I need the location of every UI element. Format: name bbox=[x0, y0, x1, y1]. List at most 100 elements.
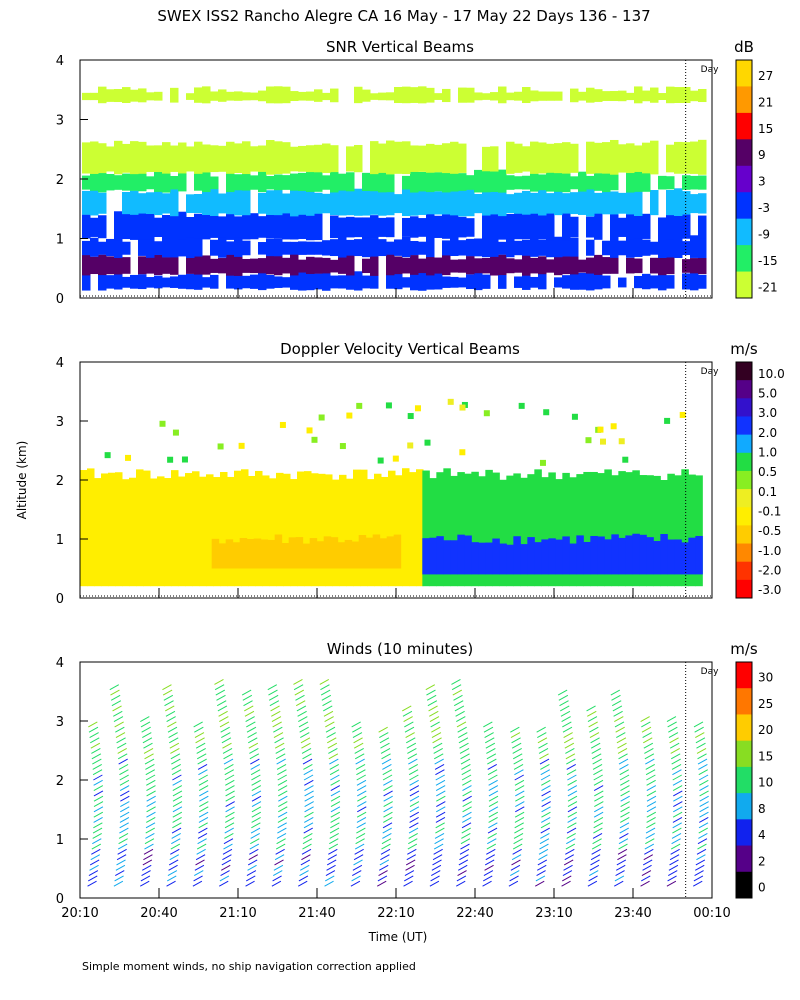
heatmap-cell bbox=[194, 173, 203, 191]
heatmap-cell bbox=[106, 174, 115, 191]
heatmap-cell bbox=[498, 274, 507, 289]
wind-barb bbox=[113, 880, 124, 887]
wind-barb bbox=[250, 827, 261, 834]
wind-barb bbox=[586, 705, 596, 712]
wind-barb bbox=[91, 748, 101, 754]
heatmap-cell bbox=[418, 218, 427, 237]
heatmap-cell bbox=[474, 272, 483, 291]
heatmap-cell bbox=[474, 92, 483, 101]
heatmap-cell bbox=[578, 272, 587, 290]
wind-barb bbox=[699, 795, 709, 802]
wind-barb bbox=[225, 779, 235, 786]
colorbar-label: 4 bbox=[758, 828, 766, 842]
heatmap-cell bbox=[104, 452, 111, 459]
heatmap-cell bbox=[298, 91, 307, 101]
colorbar-segment bbox=[736, 766, 752, 794]
wind-barb bbox=[327, 742, 338, 749]
heatmap-cell bbox=[274, 254, 283, 276]
heatmap-cell bbox=[386, 217, 395, 238]
heatmap-cell bbox=[98, 271, 107, 291]
wind-barb bbox=[224, 832, 234, 839]
wind-barb bbox=[143, 854, 153, 861]
heatmap-cell bbox=[138, 274, 147, 290]
heatmap-cell bbox=[482, 213, 491, 239]
colorbar-segment bbox=[736, 845, 752, 873]
heatmap-cell bbox=[442, 143, 451, 174]
wind-barb bbox=[541, 806, 551, 813]
colorbar-segment bbox=[736, 489, 752, 508]
wind-barb bbox=[667, 875, 677, 882]
heatmap-cell bbox=[690, 271, 699, 291]
heatmap-cell bbox=[562, 170, 571, 193]
wind-barb bbox=[93, 785, 104, 792]
heatmap-cell bbox=[429, 478, 437, 587]
heatmap-cell bbox=[154, 217, 163, 238]
heatmap-cell bbox=[370, 252, 379, 276]
wind-barb bbox=[640, 716, 650, 723]
wind-barb bbox=[567, 774, 577, 781]
heatmap-cell bbox=[226, 91, 235, 101]
heatmap-cell bbox=[114, 235, 123, 258]
heatmap-cell bbox=[674, 87, 683, 104]
wind-barb bbox=[198, 811, 209, 818]
heatmap-cell bbox=[434, 93, 443, 100]
x-tick-label: 22:10 bbox=[377, 906, 414, 921]
wind-barb bbox=[146, 817, 156, 823]
heatmap-cell bbox=[424, 439, 431, 446]
heatmap-cell bbox=[546, 211, 555, 241]
wind-barb bbox=[455, 880, 466, 887]
heatmap-cell bbox=[226, 211, 235, 240]
wind-barb bbox=[354, 848, 364, 855]
heatmap-cell bbox=[418, 172, 427, 192]
wind-barb bbox=[482, 880, 492, 887]
heatmap-cell bbox=[234, 470, 242, 587]
wind-barb bbox=[302, 843, 312, 850]
heatmap-cell bbox=[282, 241, 291, 255]
wind-barb bbox=[246, 875, 256, 882]
wind-barb bbox=[697, 838, 708, 845]
wind-barb bbox=[593, 827, 603, 834]
heatmap-cell bbox=[618, 217, 627, 237]
heatmap-cell bbox=[466, 175, 475, 190]
wind-barb bbox=[593, 774, 603, 781]
wind-barb bbox=[325, 875, 335, 882]
heatmap-cell bbox=[90, 217, 99, 237]
wind-barb bbox=[669, 859, 679, 866]
heatmap-cell bbox=[122, 479, 130, 587]
wind-barb bbox=[668, 864, 679, 871]
heatmap-cell bbox=[594, 142, 603, 174]
heatmap-cell bbox=[298, 213, 307, 239]
wind-barb bbox=[510, 726, 520, 733]
wind-barb bbox=[455, 710, 465, 717]
heatmap-cell bbox=[499, 543, 507, 575]
heatmap-cell bbox=[690, 175, 699, 190]
wind-barb bbox=[618, 758, 629, 765]
wind-barb bbox=[645, 758, 655, 765]
heatmap-cell bbox=[410, 240, 419, 256]
wind-barb bbox=[562, 875, 572, 882]
day-label: Day bbox=[701, 367, 719, 377]
wind-barb bbox=[429, 716, 440, 723]
heatmap-cell bbox=[634, 145, 643, 172]
heatmap-cell bbox=[346, 253, 355, 276]
heatmap-cell bbox=[570, 192, 579, 215]
heatmap-cell bbox=[250, 175, 259, 190]
wind-barb bbox=[198, 785, 209, 792]
heatmap-cell bbox=[218, 235, 227, 258]
wind-barb bbox=[214, 684, 225, 691]
heatmap-cell bbox=[358, 535, 367, 569]
wind-barb bbox=[512, 848, 522, 855]
wind-barb bbox=[484, 732, 494, 738]
heatmap-cell bbox=[459, 404, 466, 411]
colorbar-segment bbox=[736, 416, 752, 436]
wind-barb bbox=[462, 806, 472, 813]
wind-barb bbox=[304, 811, 314, 818]
wind-barb bbox=[589, 864, 600, 871]
wind-barb bbox=[199, 795, 209, 802]
heatmap-cell bbox=[323, 536, 332, 569]
wind-barb bbox=[483, 870, 494, 877]
wind-barb bbox=[382, 832, 392, 839]
wind-barb bbox=[563, 864, 573, 871]
heatmap-cell bbox=[367, 479, 375, 587]
wind-barb bbox=[430, 721, 440, 728]
